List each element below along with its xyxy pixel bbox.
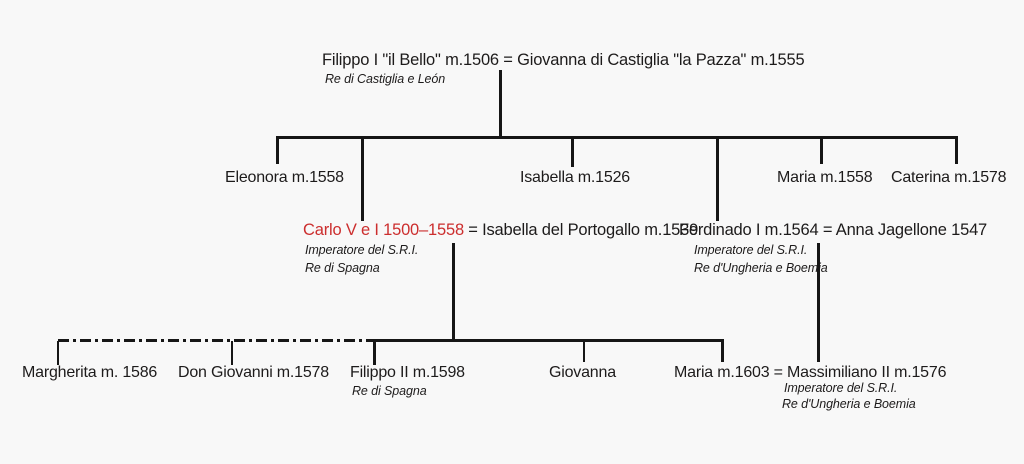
node-ferdinando-couple: Ferdinado I m.1564 = Anna Jagellone 1547 [679,221,988,239]
node-eleonora: Eleonora m.1558 [225,169,344,186]
connector-drop-maria [820,136,823,164]
node-maria: Maria m.1558 [777,169,873,186]
node-massimiliano-subtitle-2: Re d'Ungheria e Boemia [782,397,916,411]
connector-ferdinando-couple-drop [817,243,820,362]
connector-drop-margherita [57,341,59,365]
node-filippo-ii: Filippo II m.1598 [350,364,465,381]
connector-drop-eleonora [276,136,279,164]
connector-drop-isabella [571,136,574,167]
node-carlo-v-name: Carlo V e I 1500–1558 [303,221,464,239]
node-carlo-v-spouse: = Isabella del Portogallo m.1539 [463,221,699,239]
node-ferdinando-subtitle-1: Imperatore del S.R.I. [694,243,808,257]
connector-drop-don-giovanni [231,341,233,365]
node-filippo-i-subtitle: Re di Castiglia e León [325,72,446,86]
connector-drop-maria-1603 [721,339,724,362]
node-filippo-i-giovanna: Filippo I "il Bello" m.1506 = Giovanna d… [322,51,805,69]
connector-illegitimate-dashdot-bar [58,339,373,342]
node-massimiliano-subtitle-1: Imperatore del S.R.I. [784,381,898,395]
node-filippo-ii-subtitle: Re di Spagna [352,384,427,398]
node-ferdinando-subtitle-2: Re d'Ungheria e Boemia [694,261,828,275]
connector-drop-carlo [361,136,364,221]
node-caterina: Caterina m.1578 [891,169,1007,186]
node-giovanna: Giovanna [549,364,616,381]
node-carlo-v-subtitle-1: Imperatore del S.R.I. [305,243,419,257]
connector-drop-caterina [955,136,958,164]
node-maria-massimiliano-couple: Maria m.1603 = Massimiliano II m.1576 [674,364,947,381]
connector-drop-giovanna [583,339,585,362]
node-carlo-v-subtitle-2: Re di Spagna [305,261,380,275]
connector-gen1-couple-drop [499,70,502,137]
connector-drop-filippo-ii [373,339,376,365]
connector-drop-ferdinando [716,136,719,221]
node-don-giovanni: Don Giovanni m.1578 [178,364,329,381]
connector-gen1-sibling-bar [276,136,958,139]
node-isabella: Isabella m.1526 [520,169,630,186]
node-margherita: Margherita m. 1586 [22,364,158,381]
node-carlo-v-couple: Carlo V e I 1500–1558 = Isabella del Por… [303,221,698,240]
connector-carlo-couple-drop [452,243,455,340]
connector-gen3-sibling-bar [373,339,724,342]
